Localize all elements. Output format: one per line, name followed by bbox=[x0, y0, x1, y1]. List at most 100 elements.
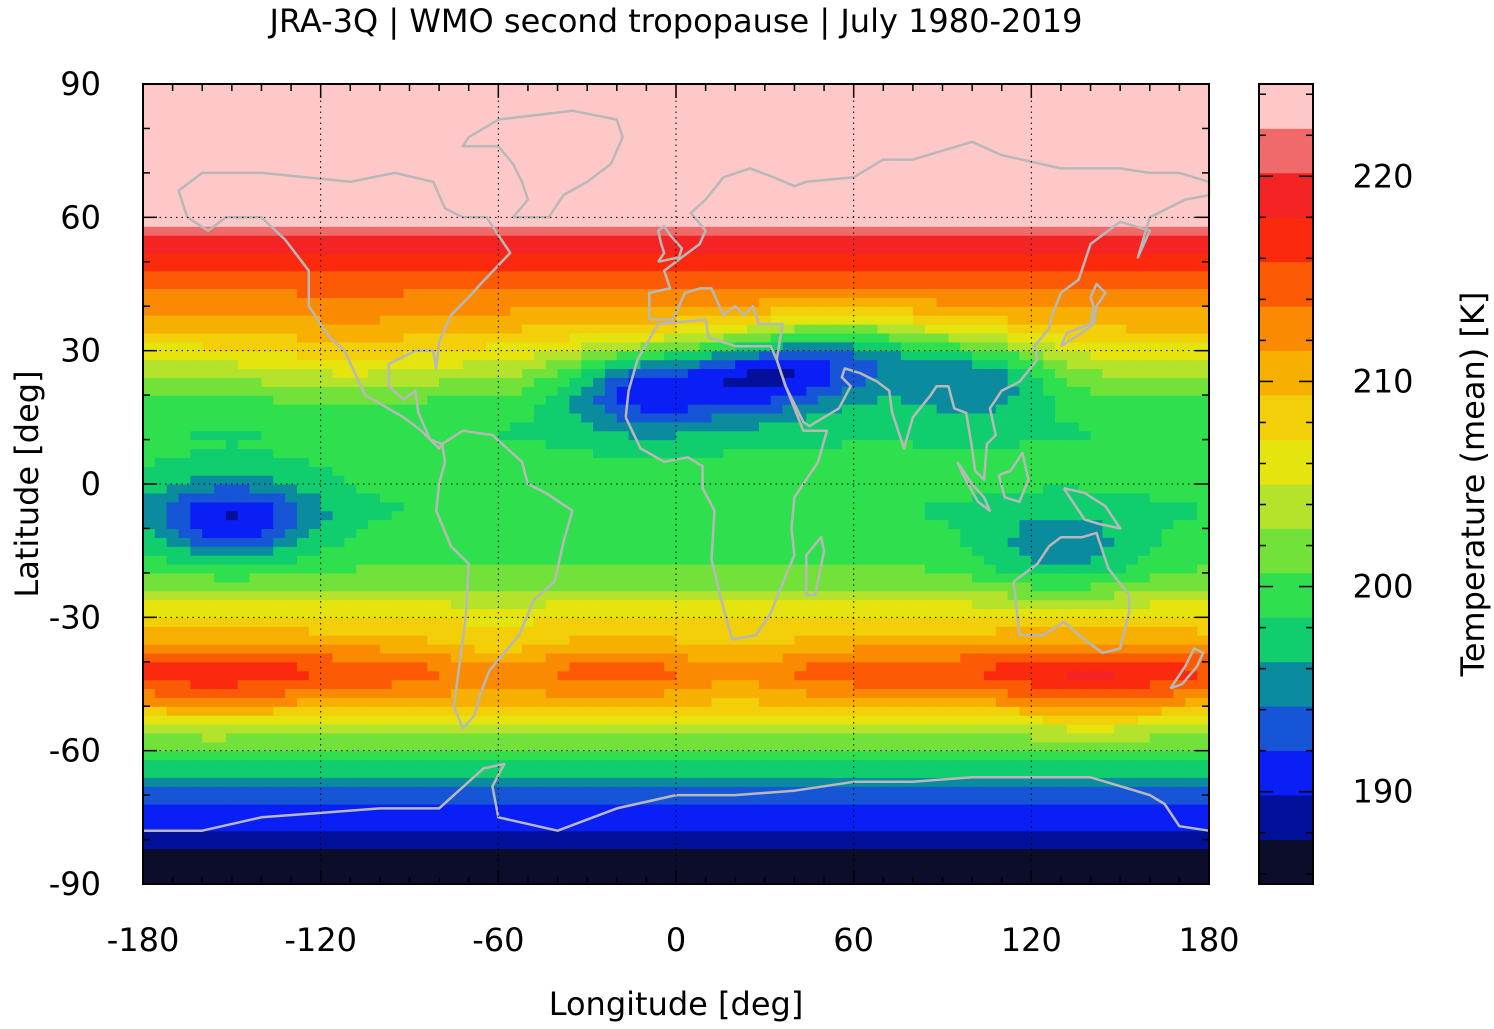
field-cell bbox=[1197, 706, 1210, 716]
field-cell bbox=[593, 804, 606, 814]
field-cell bbox=[889, 466, 902, 476]
field-cell bbox=[356, 724, 369, 734]
field-cell bbox=[581, 501, 594, 512]
field-cell bbox=[687, 404, 701, 414]
field-cell bbox=[143, 670, 156, 681]
field-cell bbox=[214, 670, 227, 681]
field-cell bbox=[889, 528, 902, 538]
field-cell bbox=[462, 732, 476, 743]
field-cell bbox=[960, 608, 973, 618]
field-cell bbox=[202, 466, 215, 476]
field-cell bbox=[711, 670, 724, 681]
field-cell bbox=[723, 475, 736, 485]
field-cell bbox=[640, 724, 653, 734]
field-cell bbox=[664, 830, 677, 841]
field-cell bbox=[936, 830, 950, 841]
field-cell bbox=[486, 706, 499, 716]
field-cell bbox=[403, 546, 417, 556]
field-cell bbox=[415, 830, 428, 841]
field-cell bbox=[439, 421, 452, 432]
field-cell bbox=[522, 804, 535, 814]
field-cell bbox=[545, 510, 559, 521]
field-cell bbox=[758, 830, 772, 841]
field-cell bbox=[486, 564, 499, 574]
field-cell bbox=[474, 857, 488, 867]
field-cell bbox=[1031, 830, 1044, 841]
field-cell bbox=[901, 448, 914, 458]
field-cell bbox=[154, 652, 168, 663]
field-cell bbox=[273, 795, 286, 805]
field-cell bbox=[154, 786, 168, 796]
field-cell bbox=[557, 804, 570, 814]
field-cell bbox=[1173, 519, 1186, 530]
field-cell bbox=[498, 439, 511, 450]
field-cell bbox=[794, 475, 807, 485]
field-cell bbox=[806, 412, 819, 423]
field-cell bbox=[498, 652, 511, 663]
field-cell bbox=[474, 848, 488, 858]
field-cell bbox=[853, 866, 867, 876]
field-cell bbox=[853, 466, 867, 476]
field-cell bbox=[628, 768, 642, 778]
field-cell bbox=[604, 635, 618, 645]
field-cell bbox=[972, 581, 985, 592]
field-cell bbox=[486, 670, 499, 681]
field-cell bbox=[1102, 875, 1115, 885]
field-cell bbox=[1078, 857, 1092, 867]
field-cell bbox=[214, 430, 227, 441]
field-cell bbox=[308, 652, 322, 663]
field-cell bbox=[593, 875, 606, 885]
field-cell bbox=[841, 564, 855, 574]
field-cell bbox=[1149, 759, 1163, 770]
field-cell bbox=[344, 457, 357, 467]
field-cell bbox=[403, 421, 417, 432]
field-cell bbox=[995, 572, 1009, 583]
field-cell bbox=[593, 644, 606, 654]
field-cell bbox=[332, 546, 345, 556]
field-cell bbox=[960, 777, 973, 787]
field-cell bbox=[1114, 830, 1127, 841]
field-cell bbox=[320, 475, 334, 485]
field-cell bbox=[676, 519, 689, 530]
field-cell bbox=[983, 537, 997, 547]
field-cell bbox=[1007, 759, 1021, 770]
field-cell bbox=[1126, 830, 1139, 841]
field-cell bbox=[1137, 724, 1151, 734]
field-cell bbox=[924, 804, 938, 814]
field-cell bbox=[687, 626, 701, 636]
field-cell bbox=[1126, 777, 1139, 787]
field-cell bbox=[202, 484, 215, 494]
field-cell bbox=[285, 599, 298, 610]
field-cell bbox=[308, 830, 322, 841]
field-cell bbox=[533, 626, 547, 636]
field-cell bbox=[723, 715, 736, 725]
field-cell bbox=[581, 679, 594, 690]
field-cell bbox=[782, 821, 796, 832]
field-cell bbox=[557, 457, 570, 467]
field-cell bbox=[758, 679, 772, 690]
field-cell bbox=[1137, 412, 1151, 423]
field-cell bbox=[332, 795, 345, 805]
field-cell bbox=[356, 395, 369, 405]
field-cell bbox=[486, 475, 499, 485]
field-cell bbox=[889, 510, 902, 521]
field-cell bbox=[1019, 724, 1032, 734]
field-cell bbox=[190, 484, 203, 494]
field-cell bbox=[936, 590, 950, 601]
field-cell bbox=[628, 590, 642, 601]
field-cell bbox=[1126, 519, 1139, 530]
field-cell bbox=[403, 537, 417, 547]
field-cell bbox=[320, 572, 334, 583]
field-cell bbox=[237, 795, 251, 805]
field-cell bbox=[261, 661, 274, 672]
field-cell bbox=[178, 812, 191, 823]
field-cell bbox=[143, 608, 156, 618]
field-cell bbox=[1043, 732, 1056, 743]
field-cell bbox=[806, 652, 819, 663]
field-cell bbox=[912, 830, 926, 841]
field-cell bbox=[1066, 537, 1080, 547]
field-cell bbox=[190, 644, 203, 654]
field-cell bbox=[450, 857, 464, 867]
field-cell bbox=[285, 590, 298, 601]
field-cell bbox=[664, 777, 677, 787]
